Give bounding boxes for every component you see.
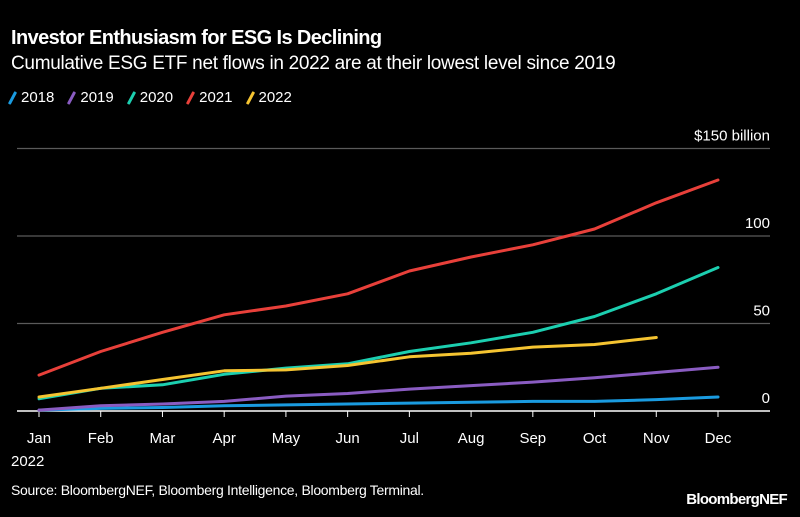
legend-item-2020: 2020 xyxy=(126,89,174,106)
x-tick-label: Feb xyxy=(88,430,114,447)
x-axis: Jan Feb Mar Apr May Jun Jul Aug Sep Oct Nov Dec 2022 xyxy=(11,411,732,470)
legend-item-2019: 2019 xyxy=(67,89,114,106)
legend-label-2020: 2020 xyxy=(139,89,174,106)
x-tick-label: Mar xyxy=(150,430,176,447)
gridlines xyxy=(17,147,770,412)
x-tick-label: Sep xyxy=(519,430,546,447)
y-tick-label: $150 billion xyxy=(694,128,770,145)
legend: 2018 2019 2020 2021 2022 xyxy=(7,89,292,106)
legend-item-2021: 2021 xyxy=(186,89,233,106)
x-tick-label: Jun xyxy=(336,430,360,447)
x-tick-label: Apr xyxy=(213,430,236,447)
series-line-2022 xyxy=(37,336,658,399)
series-lines xyxy=(37,178,720,412)
bloombergnef-logo: BloombergNEF xyxy=(686,491,787,508)
x-tick-label: Nov xyxy=(643,430,670,447)
x-tick-label: Dec xyxy=(705,430,732,447)
x-tick-label: Jan xyxy=(27,430,51,447)
source-note: Source: BloombergNEF, Bloomberg Intellig… xyxy=(11,482,424,498)
y-tick-label: 50 xyxy=(753,303,770,320)
chart-subtitle: Cumulative ESG ETF net flows in 2022 are… xyxy=(11,53,616,74)
y-axis-labels: 0 50 100 $150 billion xyxy=(694,128,770,408)
legend-item-2018: 2018 xyxy=(7,89,55,106)
legend-label-2021: 2021 xyxy=(199,89,233,106)
legend-label-2018: 2018 xyxy=(21,89,55,106)
y-tick-label: 0 xyxy=(762,390,770,407)
y-tick-label: 100 xyxy=(745,215,770,232)
legend-label-2019: 2019 xyxy=(80,89,114,106)
series-line-2021 xyxy=(37,178,720,377)
x-tick-label: Jul xyxy=(400,430,419,447)
chart-title: Investor Enthusiasm for ESG Is Declining xyxy=(11,27,382,49)
series-line-2019 xyxy=(37,365,720,412)
legend-item-2022: 2022 xyxy=(245,89,292,106)
series-line-2018 xyxy=(37,395,720,412)
series-line-2020 xyxy=(37,266,720,401)
x-tick-label: Oct xyxy=(583,430,607,447)
x-tick-label: Aug xyxy=(458,430,485,447)
legend-label-2022: 2022 xyxy=(258,89,292,106)
x-axis-year-label: 2022 xyxy=(11,453,44,470)
x-tick-label: May xyxy=(272,430,301,447)
